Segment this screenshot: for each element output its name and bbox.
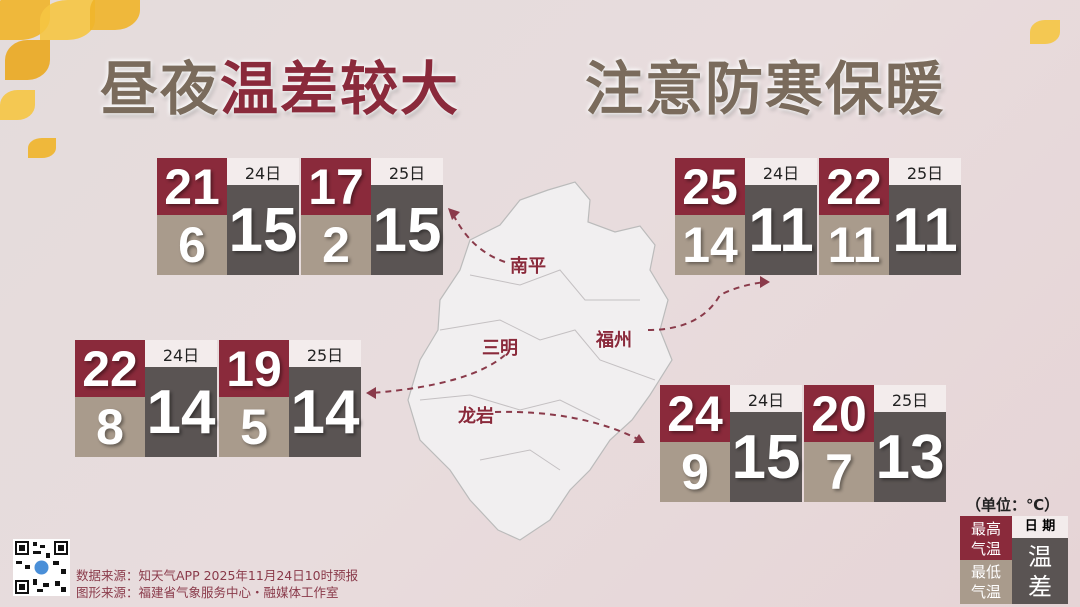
city-label-fuzhou: 福州 xyxy=(596,330,632,351)
min-temp: 14 xyxy=(675,215,745,275)
date-label: 24日 xyxy=(730,385,802,412)
temp-diff: 13 xyxy=(874,412,946,502)
temp-diff: 15 xyxy=(730,412,802,502)
day-block: 22 25日 11 11 xyxy=(819,158,961,275)
temp-diff: 11 xyxy=(889,185,961,275)
day-block: 22 24日 14 8 xyxy=(75,340,217,457)
min-temp: 6 xyxy=(157,215,227,275)
qr-code-icon[interactable] xyxy=(13,539,70,596)
temp-card-longyan: 24 24日 15 9 20 25日 13 7 xyxy=(660,385,946,502)
date-label: 25日 xyxy=(874,385,946,412)
temp-card-fuzhou: 25 24日 11 14 22 25日 11 11 xyxy=(675,158,961,275)
city-label-longyan: 龙岩 xyxy=(458,406,494,427)
min-temp: 2 xyxy=(301,215,371,275)
legend-min: 最低 气温 xyxy=(960,560,1012,604)
arrow-sanming xyxy=(371,354,506,394)
city-label-nanping: 南平 xyxy=(510,256,546,277)
legend-max: 最高 气温 xyxy=(960,516,1012,560)
day-block: 21 24日 15 6 xyxy=(157,158,299,275)
legend: 最高 气温 日 期 温差 最低 气温 xyxy=(960,516,1068,604)
day-block: 25 24日 11 14 xyxy=(675,158,817,275)
date-label: 25日 xyxy=(889,158,961,185)
temp-diff: 15 xyxy=(227,185,299,275)
city-label-sanming: 三明 xyxy=(482,338,518,359)
page-title: 昼夜温差较大 xyxy=(100,55,461,123)
arrow-longyan xyxy=(494,410,641,441)
day-block: 17 25日 15 2 xyxy=(301,158,443,275)
max-temp: 21 xyxy=(157,158,227,215)
max-temp: 22 xyxy=(75,340,145,397)
date-label: 24日 xyxy=(145,340,217,367)
day-block: 19 25日 14 5 xyxy=(219,340,361,457)
temp-diff: 14 xyxy=(145,367,217,457)
date-label: 24日 xyxy=(745,158,817,185)
min-temp: 5 xyxy=(219,397,289,457)
unit-label: （单位：℃） xyxy=(966,496,1060,514)
temp-card-nanping: 21 24日 15 6 17 25日 15 2 xyxy=(157,158,443,275)
max-temp: 24 xyxy=(660,385,730,442)
arrow-fuzhou xyxy=(647,281,766,331)
temp-diff: 14 xyxy=(289,367,361,457)
day-block: 24 24日 15 9 xyxy=(660,385,802,502)
max-temp: 19 xyxy=(219,340,289,397)
map-shape xyxy=(407,181,673,541)
date-label: 25日 xyxy=(371,158,443,185)
max-temp: 20 xyxy=(804,385,874,442)
max-temp: 25 xyxy=(675,158,745,215)
temp-diff: 15 xyxy=(371,185,443,275)
min-temp: 7 xyxy=(804,442,874,502)
page-subtitle: 注意防寒保暖 xyxy=(585,55,946,123)
max-temp: 17 xyxy=(301,158,371,215)
date-label: 25日 xyxy=(289,340,361,367)
max-temp: 22 xyxy=(819,158,889,215)
temp-diff: 11 xyxy=(745,185,817,275)
legend-diff: 温差 xyxy=(1012,538,1068,604)
day-block: 20 25日 13 7 xyxy=(804,385,946,502)
temp-card-sanming: 22 24日 14 8 19 25日 14 5 xyxy=(75,340,361,457)
min-temp: 8 xyxy=(75,397,145,457)
min-temp: 11 xyxy=(819,215,889,275)
data-source: 数据来源：知天气APP 2025年11月24日10时预报 xyxy=(76,568,359,583)
legend-date: 日 期 xyxy=(1012,516,1068,538)
min-temp: 9 xyxy=(660,442,730,502)
graphic-source: 图形来源：福建省气象服务中心・融媒体工作室 xyxy=(76,585,339,600)
arrow-nanping xyxy=(451,211,506,263)
date-label: 24日 xyxy=(227,158,299,185)
